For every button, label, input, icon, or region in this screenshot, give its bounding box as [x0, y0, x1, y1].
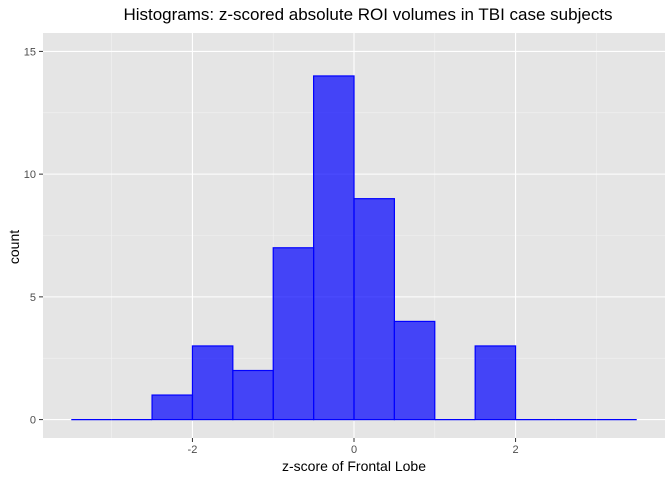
x-axis-ticks: -2 0 2 [188, 438, 519, 456]
chart-title: Histograms: z-scored absolute ROI volume… [123, 5, 612, 24]
histogram-bar [474, 345, 517, 421]
y-axis-ticks: 0 5 10 15 [24, 46, 43, 427]
x-tick-label: 2 [512, 444, 518, 456]
y-tick-label: 10 [24, 169, 36, 181]
x-tick-label: -2 [188, 444, 198, 456]
y-axis-title: count [6, 230, 22, 264]
y-tick-label: 15 [24, 46, 36, 58]
histogram-bar [353, 198, 395, 421]
y-tick-label: 0 [30, 415, 36, 427]
histogram-bar [232, 369, 274, 421]
histogram-bar [313, 75, 355, 421]
y-tick-label: 5 [30, 292, 36, 304]
histogram-bar [272, 247, 315, 421]
x-tick-label: 0 [351, 444, 357, 456]
x-axis-title: z-score of Frontal Lobe [282, 458, 426, 474]
histogram-bars [71, 75, 637, 421]
histogram-bar [151, 394, 194, 421]
histogram-bar [191, 345, 234, 421]
histogram-bar [393, 320, 436, 421]
